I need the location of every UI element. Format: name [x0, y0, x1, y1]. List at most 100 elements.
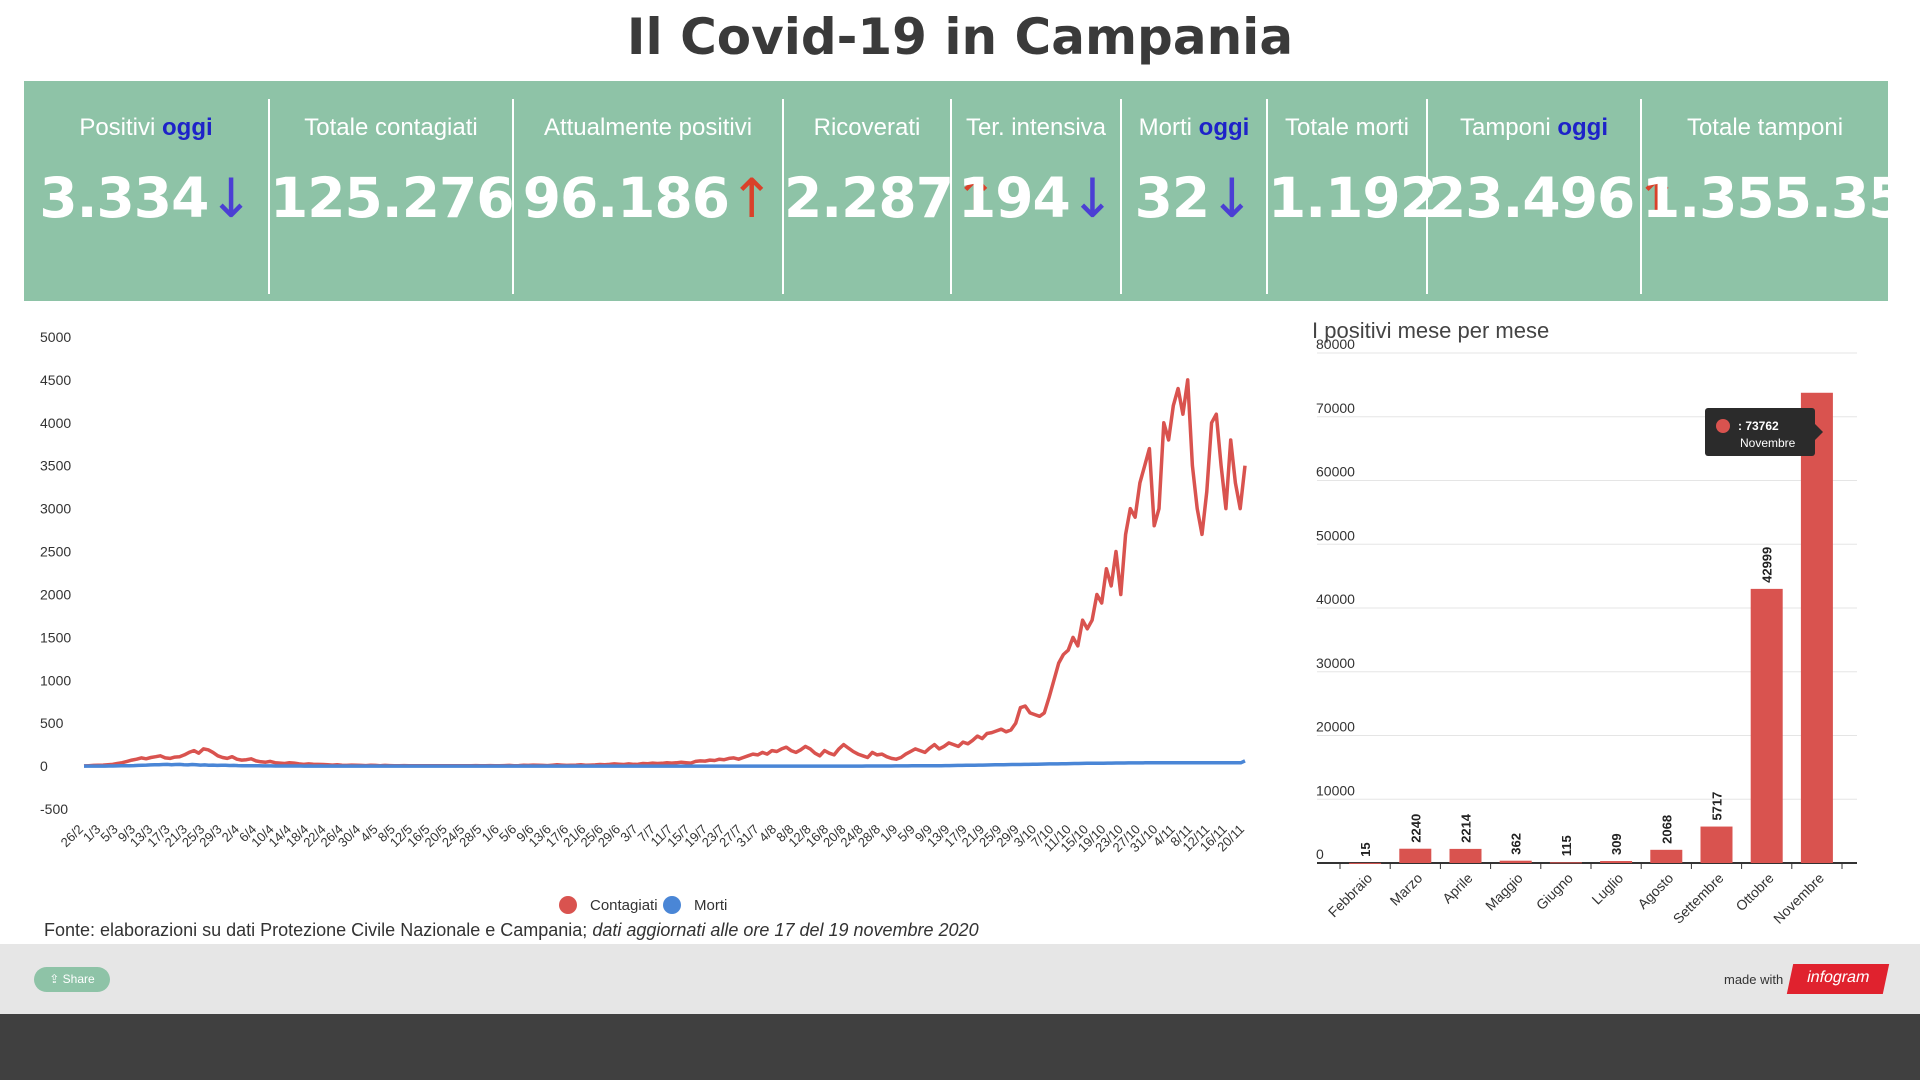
- tooltip-value: : 73762: [1738, 419, 1779, 433]
- stat-value: 125.276: [270, 166, 515, 230]
- footer-bar: [0, 944, 1920, 1014]
- y-tick-label: -500: [40, 801, 68, 817]
- x-tick-label: Marzo: [1387, 870, 1426, 909]
- x-tick-label: Luglio: [1588, 870, 1626, 908]
- infogram-logo-link[interactable]: infogram: [1786, 964, 1890, 994]
- stat-label-text: Totale tamponi: [1686, 114, 1844, 141]
- stat-label: Totale contagiati: [270, 114, 512, 142]
- x-tick-label: Febbraio: [1325, 870, 1376, 921]
- stat-value-text: 1.355.355: [1642, 166, 1920, 230]
- x-tick-label: Agosto: [1634, 870, 1676, 912]
- bar-value-label: 309: [1609, 833, 1624, 855]
- stat-divider: [1120, 99, 1122, 294]
- stat-9: Totale tamponi 1.355.355: [1642, 81, 1920, 301]
- bar-novembre[interactable]: [1800, 392, 1833, 863]
- bar-marzo[interactable]: [1399, 848, 1432, 863]
- bar-agosto[interactable]: [1650, 849, 1683, 863]
- stat-value: 1.192: [1268, 166, 1438, 230]
- stat-divider: [512, 99, 514, 294]
- page-title: Il Covid-19 in Campania: [626, 8, 1294, 66]
- share-icon: ⇪: [49, 972, 63, 986]
- y-tick-label: 0: [40, 758, 48, 774]
- bar-luglio[interactable]: [1600, 861, 1633, 863]
- stat-label-text: Tamponi: [1459, 114, 1551, 141]
- stat-4: Ricoverati 2.287↑: [784, 81, 998, 301]
- monthly-bar-chart: I positivi mese per mese 0 10000 20000 30000…: [1312, 318, 1857, 927]
- bar-value-label: 2240: [1408, 814, 1423, 843]
- bottom-bar: [0, 1014, 1920, 1080]
- bar-febbraio[interactable]: [1349, 862, 1382, 864]
- stat-label-text: Ter. intensiva: [965, 114, 1107, 141]
- stat-label: Positivi oggi: [24, 114, 268, 142]
- source-note: Fonte: elaborazioni su dati Protezione C…: [44, 920, 979, 941]
- y-tick-label: 80000: [1316, 336, 1355, 352]
- bar-value-label: 362: [1509, 833, 1524, 855]
- stat-value: 3.334↓: [24, 166, 268, 230]
- stat-divider: [950, 99, 952, 294]
- stat-value-text: 3.334: [39, 166, 209, 230]
- bar-value-label: 115: [1559, 835, 1574, 856]
- y-tick-label: 3500: [40, 458, 71, 474]
- stat-label-text: Totale contagiati: [304, 114, 478, 141]
- series-line-contagiati: [83, 378, 1247, 768]
- y-tick-label: 5000: [40, 329, 71, 345]
- stat-5: Ter. intensiva 194↓: [952, 81, 1120, 301]
- stat-label-text: Morti: [1138, 114, 1192, 141]
- stat-divider: [1640, 99, 1642, 294]
- bar-value-label: 5717: [1710, 792, 1725, 821]
- bar-maggio[interactable]: [1499, 860, 1532, 863]
- tooltip-box: [1705, 408, 1815, 456]
- arrow-up-icon: ↑: [952, 167, 998, 230]
- stat-8: Tamponi oggi 23.496↑: [1428, 81, 1680, 301]
- stat-label-text: Positivi: [79, 114, 156, 141]
- y-tick-label: 50000: [1316, 527, 1355, 543]
- x-tick-label: Giugno: [1533, 870, 1576, 913]
- stat-value: 1.355.355: [1642, 166, 1920, 230]
- stat-value-text: 2.287: [784, 166, 954, 230]
- stat-value-text: 125.276: [270, 166, 515, 230]
- bar-value-label: 2214: [1459, 813, 1474, 843]
- stat-label-text: Attualmente positivi: [543, 114, 753, 141]
- infogram-brand: infogram: [1805, 969, 1872, 986]
- share-button[interactable]: ⇪ Share: [34, 967, 110, 992]
- stat-label: Tamponi oggi: [1428, 114, 1640, 142]
- stat-divider: [1266, 99, 1268, 294]
- x-tick-label: Novembre: [1770, 870, 1827, 927]
- y-tick-label: 0: [1316, 846, 1324, 862]
- y-tick-label: 2500: [40, 544, 71, 560]
- y-tick-label: 70000: [1316, 400, 1355, 416]
- daily-line-chart: -500 0 500 1000 1500 2000 2500 3000 3500 4000 4500…: [40, 329, 1247, 914]
- bar-ottobre[interactable]: [1750, 588, 1783, 863]
- arrow-down-icon: ↓: [1209, 167, 1254, 230]
- bar-settembre[interactable]: [1700, 826, 1733, 863]
- y-tick-label: 10000: [1316, 782, 1355, 798]
- stat-label-highlight: oggi: [1557, 114, 1609, 141]
- legend-label: Morti: [694, 897, 727, 914]
- stat-value-text: 1.192: [1268, 166, 1438, 230]
- y-tick-label: 4000: [40, 415, 71, 431]
- stat-divider: [1426, 99, 1428, 294]
- stat-label-text: Ricoverati: [813, 114, 921, 141]
- stat-divider: [782, 99, 784, 294]
- legend-label: Contagiati: [590, 897, 658, 914]
- y-tick-label: 4500: [40, 372, 71, 388]
- y-tick-label: 1000: [40, 672, 71, 688]
- share-label: Share: [62, 972, 95, 986]
- y-tick-label: 60000: [1316, 464, 1355, 480]
- tooltip-marker: [1716, 419, 1730, 433]
- series-line-morti: [84, 759, 1246, 768]
- y-tick-label: 2000: [40, 586, 71, 602]
- y-tick-label: 500: [40, 715, 64, 731]
- y-tick-label: 3000: [40, 501, 71, 517]
- chart-title: I positivi mese per mese: [1312, 318, 1549, 343]
- bar-aprile[interactable]: [1449, 848, 1482, 863]
- stat-label-highlight: oggi: [162, 114, 213, 141]
- y-tick-label: 40000: [1316, 591, 1355, 607]
- stat-3: Attualmente positivi 96.186↑: [514, 81, 782, 301]
- stat-label: Attualmente positivi: [514, 114, 782, 142]
- stat-label: Ricoverati: [784, 114, 950, 142]
- legend-marker: [559, 896, 577, 914]
- bar-value-label: 15: [1358, 842, 1373, 856]
- bar-giugno[interactable]: [1549, 862, 1582, 864]
- bar-tooltip: : 73762 Novembre: [1705, 408, 1823, 456]
